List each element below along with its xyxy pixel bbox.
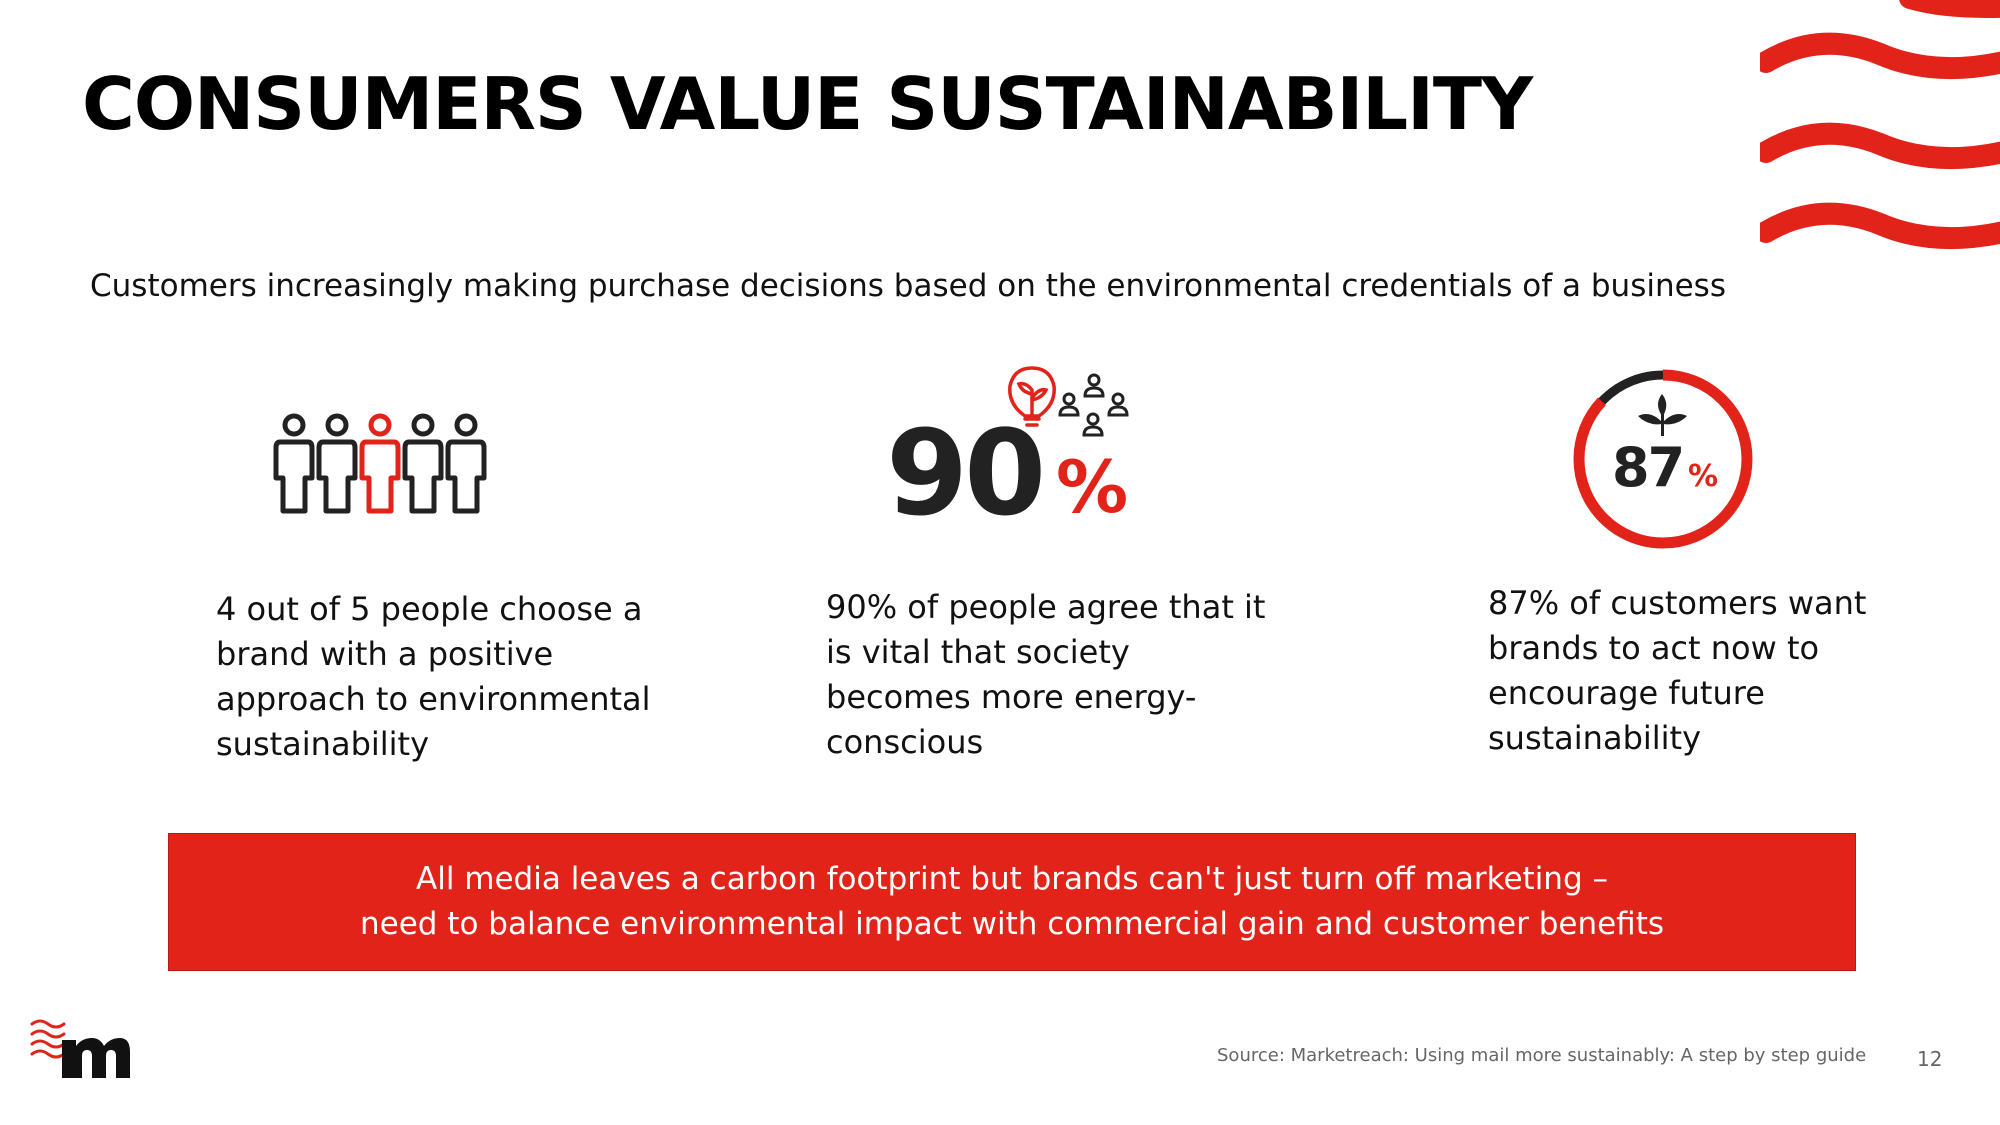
- banner-line-1: All media leaves a carbon footprint but …: [416, 861, 1608, 897]
- ninety-percent-icon: 90 %: [886, 366, 1129, 524]
- eighty-seven-percent-ring-icon: 87 %: [1573, 369, 1753, 549]
- stat-3-text: 87% of customers want brands to act now …: [1488, 584, 1867, 757]
- source-citation: Source: Marketreach: Using mail more sus…: [1217, 1045, 1867, 1066]
- page-number: 12: [1917, 1047, 1943, 1071]
- eighty-seven-unit: %: [1688, 459, 1718, 494]
- banner-line-2: need to balance environmental impact wit…: [359, 906, 1664, 942]
- people-group-icon: [273, 413, 487, 514]
- red-waves-decoration-icon: [1760, 0, 2000, 250]
- ninety-figure: 90: [886, 404, 1042, 524]
- subtitle: Customers increasingly making purchase d…: [90, 268, 1726, 304]
- ninety-unit: %: [1056, 445, 1128, 524]
- stat-2-text: 90% of people agree that it is vital tha…: [826, 588, 1266, 761]
- page-title: CONSUMERS VALUE SUSTAINABILITY: [82, 62, 1533, 146]
- eighty-seven-figure: 87: [1612, 436, 1683, 499]
- key-message-banner: All media leaves a carbon footprint but …: [168, 833, 1856, 971]
- marketreach-logo-icon: [30, 1019, 130, 1078]
- stat-1-text: 4 out of 5 people choose a brand with a …: [216, 590, 651, 763]
